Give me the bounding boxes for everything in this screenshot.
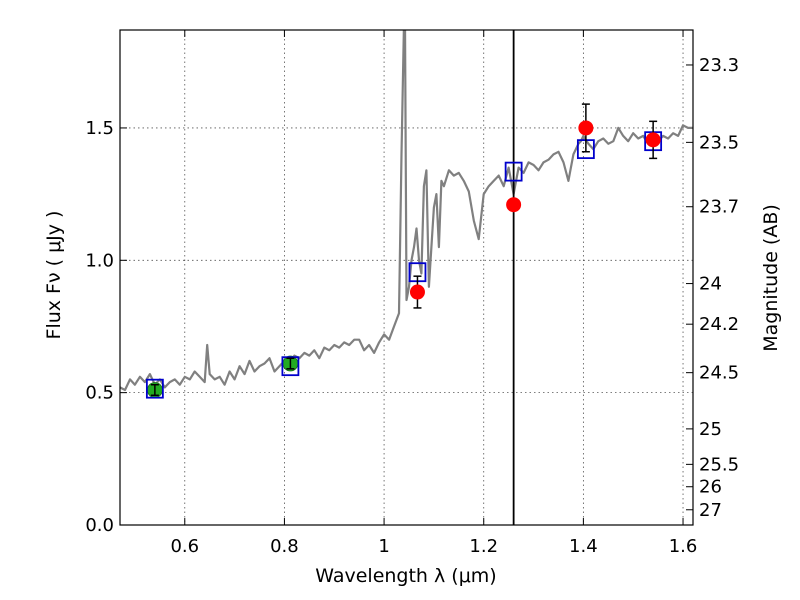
magnitude-tick-label: 24.5 [699, 363, 739, 384]
magnitude-tick-label: 25 [699, 419, 722, 440]
x-tick-label: 1.6 [669, 536, 698, 557]
y-tick-label: 1.0 [85, 250, 114, 271]
magnitude-tick-label: 26 [699, 477, 722, 498]
magnitude-tick-label: 27 [699, 500, 722, 521]
magnitude-axis-label: Magnitude (AB) [760, 204, 782, 352]
magnitude-tick-label: 24 [699, 274, 722, 295]
x-axis-label: Wavelength λ (μm) [315, 565, 496, 587]
nir-point [506, 197, 522, 213]
y-tick-label: 0.5 [85, 383, 114, 404]
y-tick-label: 1.5 [85, 118, 114, 139]
y-tick-label: 0.0 [85, 515, 114, 536]
magnitude-tick-label: 25.5 [699, 454, 739, 475]
x-tick-label: 1.2 [469, 536, 498, 557]
photometry-markers [145, 103, 663, 399]
plot-frame [119, 29, 694, 526]
model-spectrum-line [120, 30, 693, 392]
magnitude-tick-label: 24.2 [699, 314, 739, 335]
x-tick-labels: 0.6 0.8 1 1.2 1.4 1.6 [170, 536, 697, 557]
x-tick-label: 0.8 [270, 536, 299, 557]
magnitude-tick-label: 23.7 [699, 197, 739, 218]
magnitude-tick-label: 23.5 [699, 132, 739, 153]
y-tick-labels: 0.0 0.5 1.0 1.5 [85, 118, 114, 536]
axis-ticks [120, 30, 693, 526]
x-tick-label: 1.4 [569, 536, 598, 557]
nir-point [645, 132, 661, 148]
x-tick-label: 1 [378, 536, 389, 557]
model-band-square [145, 378, 164, 399]
model-band-square [281, 356, 300, 377]
nir-point [578, 120, 594, 136]
x-tick-label: 0.6 [170, 536, 199, 557]
y-axis-label: Flux Fν ( μJy ) [43, 211, 65, 340]
nir-point [409, 284, 425, 300]
model-band-square [504, 161, 523, 182]
magnitude-tick-label: 23.3 [699, 55, 739, 76]
